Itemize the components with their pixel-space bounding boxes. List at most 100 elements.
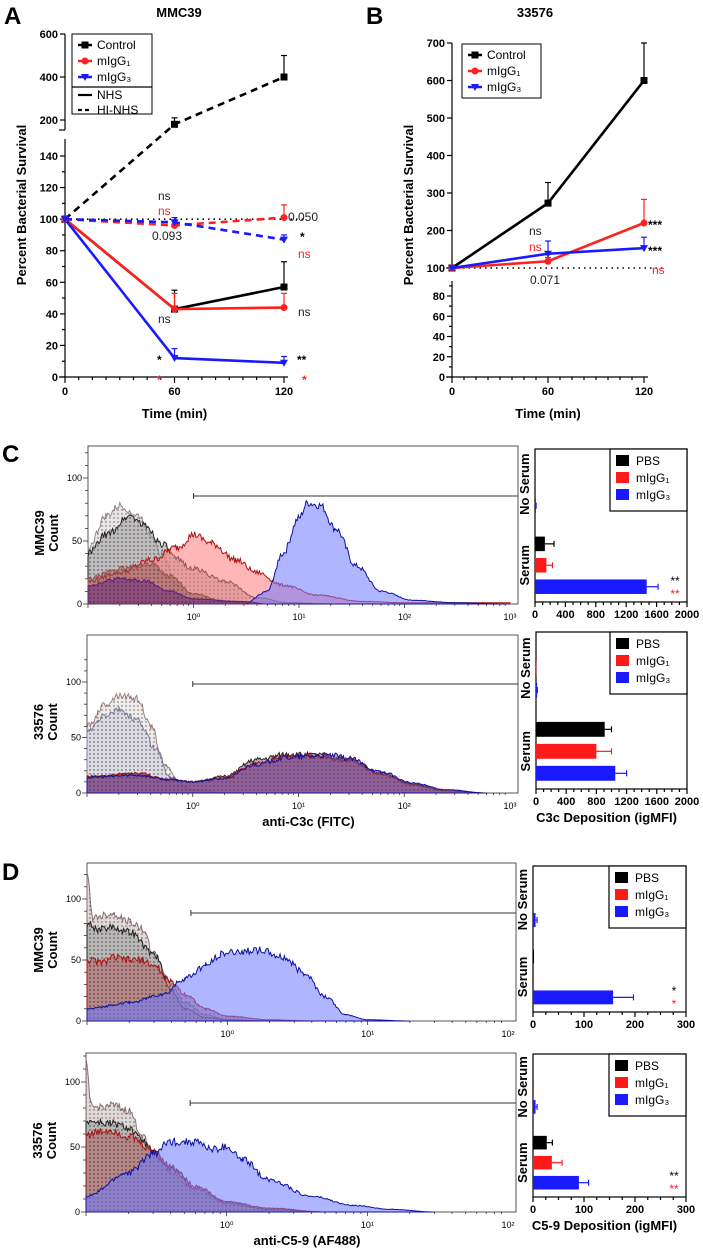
data-point-3-2 (280, 73, 288, 81)
x-tick-label: 10⁰ (187, 612, 201, 622)
data-point-4-2 (280, 214, 288, 222)
significance-annotation: ** (669, 1169, 679, 1183)
chart-title: 33576 (517, 5, 553, 20)
legend-marker (81, 57, 89, 65)
x-tick-label: 10² (398, 612, 411, 622)
significance-annotation: ns (158, 312, 171, 326)
y-tick-label: 120 (40, 183, 58, 195)
legend-label: mIgG₃ (635, 905, 669, 919)
legend-marker (81, 41, 89, 49)
y-tick-label: 0 (52, 372, 58, 384)
significance-annotation: 0.093 (152, 229, 182, 243)
legend-swatch (616, 638, 629, 649)
bar-no-serum-2 (536, 682, 538, 698)
x-tick-label: 10¹ (361, 1220, 374, 1230)
y-tick-label: 100 (40, 214, 58, 226)
y-tick-label: 20 (46, 340, 58, 352)
x-tick-label: 2000 (675, 609, 699, 621)
significance-annotation: ** (297, 353, 307, 367)
legend-marker (471, 84, 479, 91)
data-point-3-1 (171, 120, 178, 128)
category-label: No Serum (517, 453, 532, 514)
bar-no-serum-2 (533, 913, 536, 927)
x-tick-label: 1200 (614, 609, 638, 621)
y-tick-label: 600 (427, 76, 445, 88)
legend-swatch (615, 889, 628, 900)
legend-style-label: NHS (97, 88, 122, 102)
data-point-0-2 (280, 283, 288, 291)
y-tick-label: 40 (46, 309, 58, 321)
y-tick-label: 200 (427, 226, 445, 238)
y-tick-label: 50 (72, 536, 82, 546)
data-point-1-1 (171, 305, 178, 313)
x-axis-label: anti-C5-9 (AF488) (254, 1233, 361, 1248)
y-tick-label: 50 (71, 733, 81, 743)
significance-annotation: * (300, 230, 305, 244)
legend-swatch (616, 455, 629, 466)
legend-style-label: HI-NHS (97, 103, 138, 117)
legend-label: PBS (635, 1059, 659, 1073)
data-point-5-0 (61, 216, 69, 224)
significance-annotation: 0.050 (288, 210, 318, 224)
y-tick-label: 200 (40, 115, 58, 127)
significance-annotation: * (672, 997, 677, 1011)
x-tick-label: 10² (501, 1029, 514, 1039)
y-tick-label: 600 (40, 29, 58, 41)
significance-annotation: ** (669, 1182, 679, 1196)
x-tick-label: 60 (542, 386, 554, 398)
legend-label: PBS (635, 871, 659, 885)
significance-annotation: ns (158, 204, 171, 218)
category-label: Serum (518, 731, 533, 771)
x-tick-label: 200 (626, 1204, 644, 1216)
x-tick-label: 0 (530, 1204, 536, 1216)
significance-annotation: *** (648, 244, 662, 258)
histogram-dot-pattern-5 (88, 577, 268, 604)
y-tick-label: 400 (40, 72, 58, 84)
x-tick-label: 1600 (645, 796, 669, 808)
y-tick-label: 500 (427, 113, 445, 125)
y-tick-label: 0 (76, 788, 81, 798)
y-axis-label: Count (45, 931, 60, 969)
legend-label: mIgG₃ (487, 80, 521, 94)
legend-swatch (615, 1077, 628, 1088)
legend-swatch (615, 1094, 628, 1105)
x-tick-label: 0 (62, 386, 68, 398)
bar-no-serum-0 (533, 1060, 534, 1074)
x-tick-label: 10¹ (361, 1029, 374, 1039)
y-tick-label: 700 (427, 38, 445, 50)
significance-annotation: 0.071 (530, 273, 560, 287)
legend-marker (81, 74, 89, 81)
legend-marker (471, 51, 479, 59)
legend-label: mIgG₁ (636, 471, 669, 485)
x-tick-label: 1600 (644, 609, 668, 621)
legend-swatch (615, 906, 628, 917)
x-tick-label: 10¹ (292, 801, 305, 811)
row-label: MMC39 (31, 927, 46, 973)
x-tick-label: 60 (168, 386, 180, 398)
x-tick-label: 10³ (503, 612, 516, 622)
x-tick-label: 0 (449, 386, 455, 398)
row-label: 33576 (30, 1122, 45, 1158)
bar-serum-1 (536, 743, 597, 759)
legend-label: mIgG₃ (97, 70, 131, 84)
category-label: Serum (515, 1142, 530, 1182)
bar-serum-0 (533, 949, 535, 964)
bar-serum-2 (536, 765, 616, 781)
legend-box (71, 33, 153, 115)
legend-swatch (615, 872, 628, 883)
histogram-dot-pattern-1 (87, 706, 225, 793)
legend-label: mIgG₃ (636, 671, 670, 685)
x-axis-label: C3c Deposition (igMFI) (536, 810, 677, 825)
y-tick-label: 60 (46, 277, 58, 289)
panel-letter-c: C (2, 441, 19, 468)
plots: MMC39 Percent Bacterial Survival Time (min… (14, 5, 699, 1248)
data-point-2-0 (448, 265, 456, 272)
panel-letter-a: A (4, 3, 21, 30)
data-point-1-2 (640, 219, 648, 227)
significance-annotation: ns (298, 247, 311, 261)
y-tick-label: 300 (427, 188, 445, 200)
data-point-5-1 (170, 219, 179, 227)
significance-annotation: ** (670, 587, 680, 601)
data-point-1-1 (544, 257, 552, 265)
